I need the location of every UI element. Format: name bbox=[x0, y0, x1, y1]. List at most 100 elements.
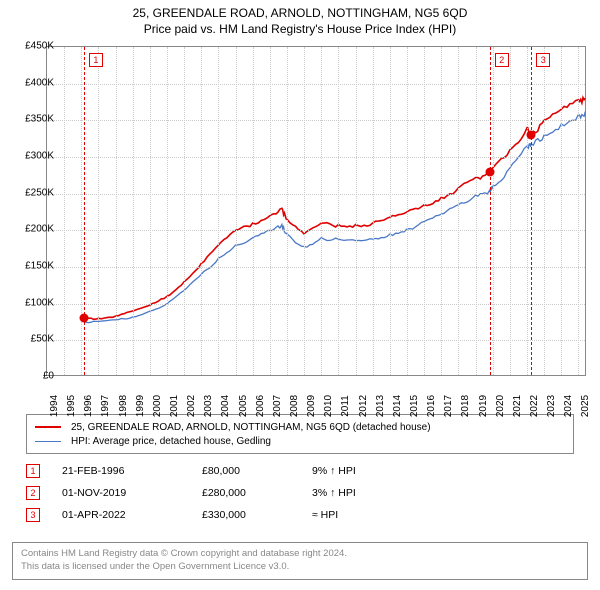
x-gridline bbox=[424, 47, 425, 375]
x-gridline bbox=[98, 47, 99, 375]
x-gridline bbox=[338, 47, 339, 375]
legend-item-price-paid: 25, GREENDALE ROAD, ARNOLD, NOTTINGHAM, … bbox=[35, 420, 565, 434]
y-axis-label: £0 bbox=[43, 371, 54, 382]
x-gridline bbox=[64, 47, 65, 375]
x-axis-label: 2024 bbox=[563, 395, 574, 417]
x-axis-label: 2000 bbox=[152, 395, 163, 417]
y-gridline bbox=[47, 157, 585, 158]
x-gridline bbox=[253, 47, 254, 375]
x-axis-label: 2002 bbox=[186, 395, 197, 417]
x-gridline bbox=[236, 47, 237, 375]
event-marker-3: 3 bbox=[26, 508, 40, 522]
legend-swatch-red bbox=[35, 426, 61, 428]
x-gridline bbox=[578, 47, 579, 375]
titles: 25, GREENDALE ROAD, ARNOLD, NOTTINGHAM, … bbox=[0, 0, 600, 36]
events-table: 1 21-FEB-1996 £80,000 9% ↑ HPI 2 01-NOV-… bbox=[26, 460, 422, 526]
x-gridline bbox=[441, 47, 442, 375]
x-axis-label: 1995 bbox=[66, 395, 77, 417]
x-axis-label: 2014 bbox=[392, 395, 403, 417]
x-axis-label: 2020 bbox=[495, 395, 506, 417]
x-axis-label: 2023 bbox=[546, 395, 557, 417]
x-axis-label: 2018 bbox=[460, 395, 471, 417]
y-gridline bbox=[47, 84, 585, 85]
x-axis-label: 2005 bbox=[238, 395, 249, 417]
y-axis-label: £350K bbox=[25, 114, 54, 125]
x-gridline bbox=[304, 47, 305, 375]
y-gridline bbox=[47, 194, 585, 195]
event-date: 21-FEB-1996 bbox=[62, 465, 202, 477]
chart-subtitle: Price paid vs. HM Land Registry's House … bbox=[0, 22, 600, 36]
x-gridline bbox=[390, 47, 391, 375]
event-dot-1 bbox=[79, 314, 88, 323]
x-gridline bbox=[287, 47, 288, 375]
x-axis-label: 2006 bbox=[255, 395, 266, 417]
x-gridline bbox=[458, 47, 459, 375]
x-axis-label: 1994 bbox=[49, 395, 60, 417]
x-axis-label: 1999 bbox=[135, 395, 146, 417]
x-gridline bbox=[218, 47, 219, 375]
event-marker-2: 2 bbox=[26, 486, 40, 500]
chart-svg bbox=[47, 47, 587, 377]
x-gridline bbox=[270, 47, 271, 375]
event-price: £330,000 bbox=[202, 509, 312, 521]
y-gridline bbox=[47, 267, 585, 268]
event-marker-1: 1 bbox=[26, 464, 40, 478]
x-gridline bbox=[544, 47, 545, 375]
x-axis-label: 2004 bbox=[220, 395, 231, 417]
event-row: 2 01-NOV-2019 £280,000 3% ↑ HPI bbox=[26, 482, 422, 504]
x-gridline bbox=[81, 47, 82, 375]
event-row: 1 21-FEB-1996 £80,000 9% ↑ HPI bbox=[26, 460, 422, 482]
x-gridline bbox=[150, 47, 151, 375]
event-price: £280,000 bbox=[202, 487, 312, 499]
event-dot-3 bbox=[527, 131, 536, 140]
x-gridline bbox=[184, 47, 185, 375]
x-gridline bbox=[116, 47, 117, 375]
event-diff: ≈ HPI bbox=[312, 509, 422, 521]
legend-swatch-blue bbox=[35, 441, 61, 442]
x-gridline bbox=[356, 47, 357, 375]
x-axis-label: 2025 bbox=[580, 395, 591, 417]
y-axis-label: £250K bbox=[25, 187, 54, 198]
x-axis-label: 2017 bbox=[443, 395, 454, 417]
x-gridline bbox=[167, 47, 168, 375]
plot-area: 123 bbox=[46, 46, 586, 376]
x-gridline bbox=[510, 47, 511, 375]
chart-container: 25, GREENDALE ROAD, ARNOLD, NOTTINGHAM, … bbox=[0, 0, 600, 590]
y-gridline bbox=[47, 230, 585, 231]
x-axis-label: 2011 bbox=[340, 395, 351, 417]
y-axis-label: £450K bbox=[25, 41, 54, 52]
x-gridline bbox=[476, 47, 477, 375]
x-axis-label: 2008 bbox=[289, 395, 300, 417]
y-axis-label: £100K bbox=[25, 297, 54, 308]
x-axis-label: 2003 bbox=[203, 395, 214, 417]
event-date: 01-NOV-2019 bbox=[62, 487, 202, 499]
attribution-footer: Contains HM Land Registry data © Crown c… bbox=[12, 542, 588, 580]
legend-label: HPI: Average price, detached house, Gedl… bbox=[71, 436, 271, 447]
y-gridline bbox=[47, 120, 585, 121]
event-dot-2 bbox=[485, 167, 494, 176]
event-line-1 bbox=[84, 47, 85, 375]
legend-label: 25, GREENDALE ROAD, ARNOLD, NOTTINGHAM, … bbox=[71, 422, 431, 433]
event-row: 3 01-APR-2022 £330,000 ≈ HPI bbox=[26, 504, 422, 526]
event-date: 01-APR-2022 bbox=[62, 509, 202, 521]
x-axis-label: 2009 bbox=[306, 395, 317, 417]
event-diff: 3% ↑ HPI bbox=[312, 487, 422, 499]
x-gridline bbox=[407, 47, 408, 375]
y-axis-label: £400K bbox=[25, 77, 54, 88]
x-gridline bbox=[493, 47, 494, 375]
x-axis-label: 2007 bbox=[272, 395, 283, 417]
event-box-2: 2 bbox=[495, 53, 509, 67]
chart-title: 25, GREENDALE ROAD, ARNOLD, NOTTINGHAM, … bbox=[0, 6, 600, 20]
x-axis-label: 2013 bbox=[375, 395, 386, 417]
x-gridline bbox=[527, 47, 528, 375]
legend: 25, GREENDALE ROAD, ARNOLD, NOTTINGHAM, … bbox=[26, 414, 574, 454]
legend-item-hpi: HPI: Average price, detached house, Gedl… bbox=[35, 434, 565, 448]
x-axis-label: 1997 bbox=[100, 395, 111, 417]
event-box-1: 1 bbox=[89, 53, 103, 67]
event-line-3 bbox=[531, 47, 532, 375]
x-gridline bbox=[201, 47, 202, 375]
event-price: £80,000 bbox=[202, 465, 312, 477]
footer-line-2: This data is licensed under the Open Gov… bbox=[21, 561, 579, 574]
event-diff: 9% ↑ HPI bbox=[312, 465, 422, 477]
y-axis-label: £150K bbox=[25, 261, 54, 272]
